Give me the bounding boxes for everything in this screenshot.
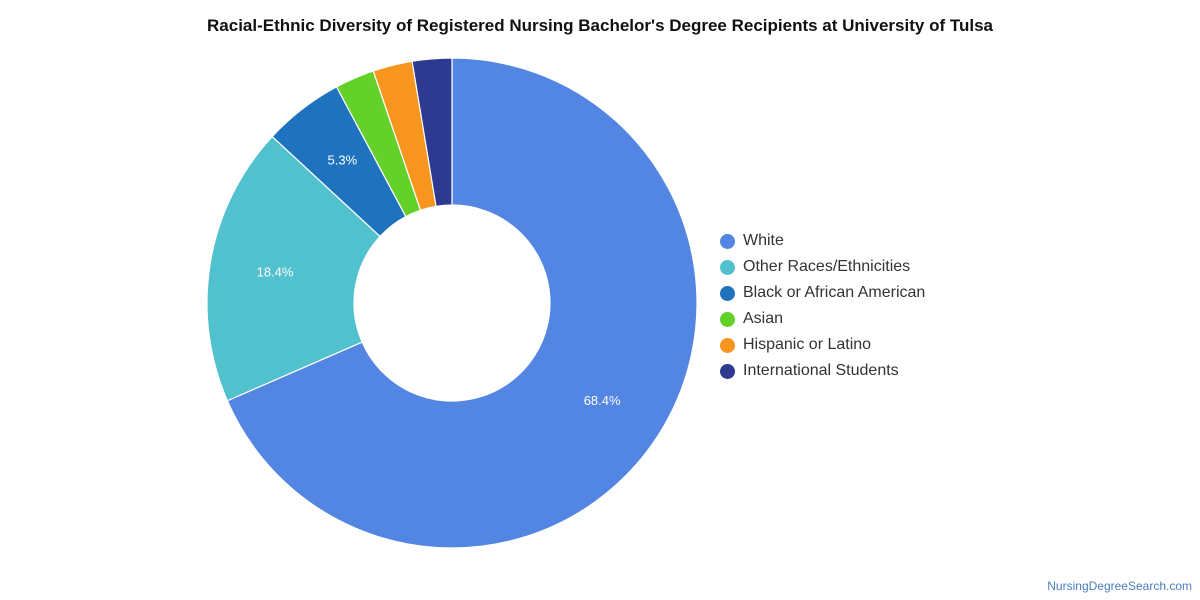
slice-label-other-races-ethnicities: 18.4% [257, 264, 294, 279]
legend-label: Asian [743, 310, 784, 327]
chart-legend: White Other Races/Ethnicities Black or Afr… [720, 228, 925, 384]
source-link[interactable]: NursingDegreeSearch.com [1047, 579, 1192, 593]
legend-swatch-icon [720, 311, 735, 327]
legend-item-black-or-african-american[interactable]: Black or African American [720, 280, 925, 306]
slice-label-white: 68.4% [584, 393, 621, 408]
slice-label-black-or-african-american: 5.3% [328, 152, 358, 167]
legend-swatch-icon [720, 259, 735, 275]
slice-international-students[interactable] [411, 57, 453, 207]
legend-label: Black or African American [743, 284, 926, 301]
chart-title: Racial-Ethnic Diversity of Registered Nu… [207, 16, 993, 35]
legend-label: Other Races/Ethnicities [743, 258, 911, 275]
legend-item-asian[interactable]: Asian [720, 306, 925, 332]
legend-item-other-races-ethnicities[interactable]: Other Races/Ethnicities [720, 254, 925, 280]
legend-label: White [743, 232, 784, 249]
legend-swatch-icon [720, 337, 735, 353]
legend-item-international-students[interactable]: International Students [720, 358, 925, 384]
slice-other-races-ethnicities[interactable] [206, 135, 381, 402]
legend-item-white[interactable]: White [720, 228, 925, 254]
legend-item-hispanic-or-latino[interactable]: Hispanic or Latino [720, 332, 925, 358]
legend-label: International Students [743, 362, 899, 379]
legend-swatch-icon [720, 285, 735, 301]
slice-white[interactable] [226, 57, 698, 549]
legend-swatch-icon [720, 233, 735, 249]
legend-swatch-icon [720, 363, 735, 379]
legend-label: Hispanic or Latino [743, 336, 872, 353]
